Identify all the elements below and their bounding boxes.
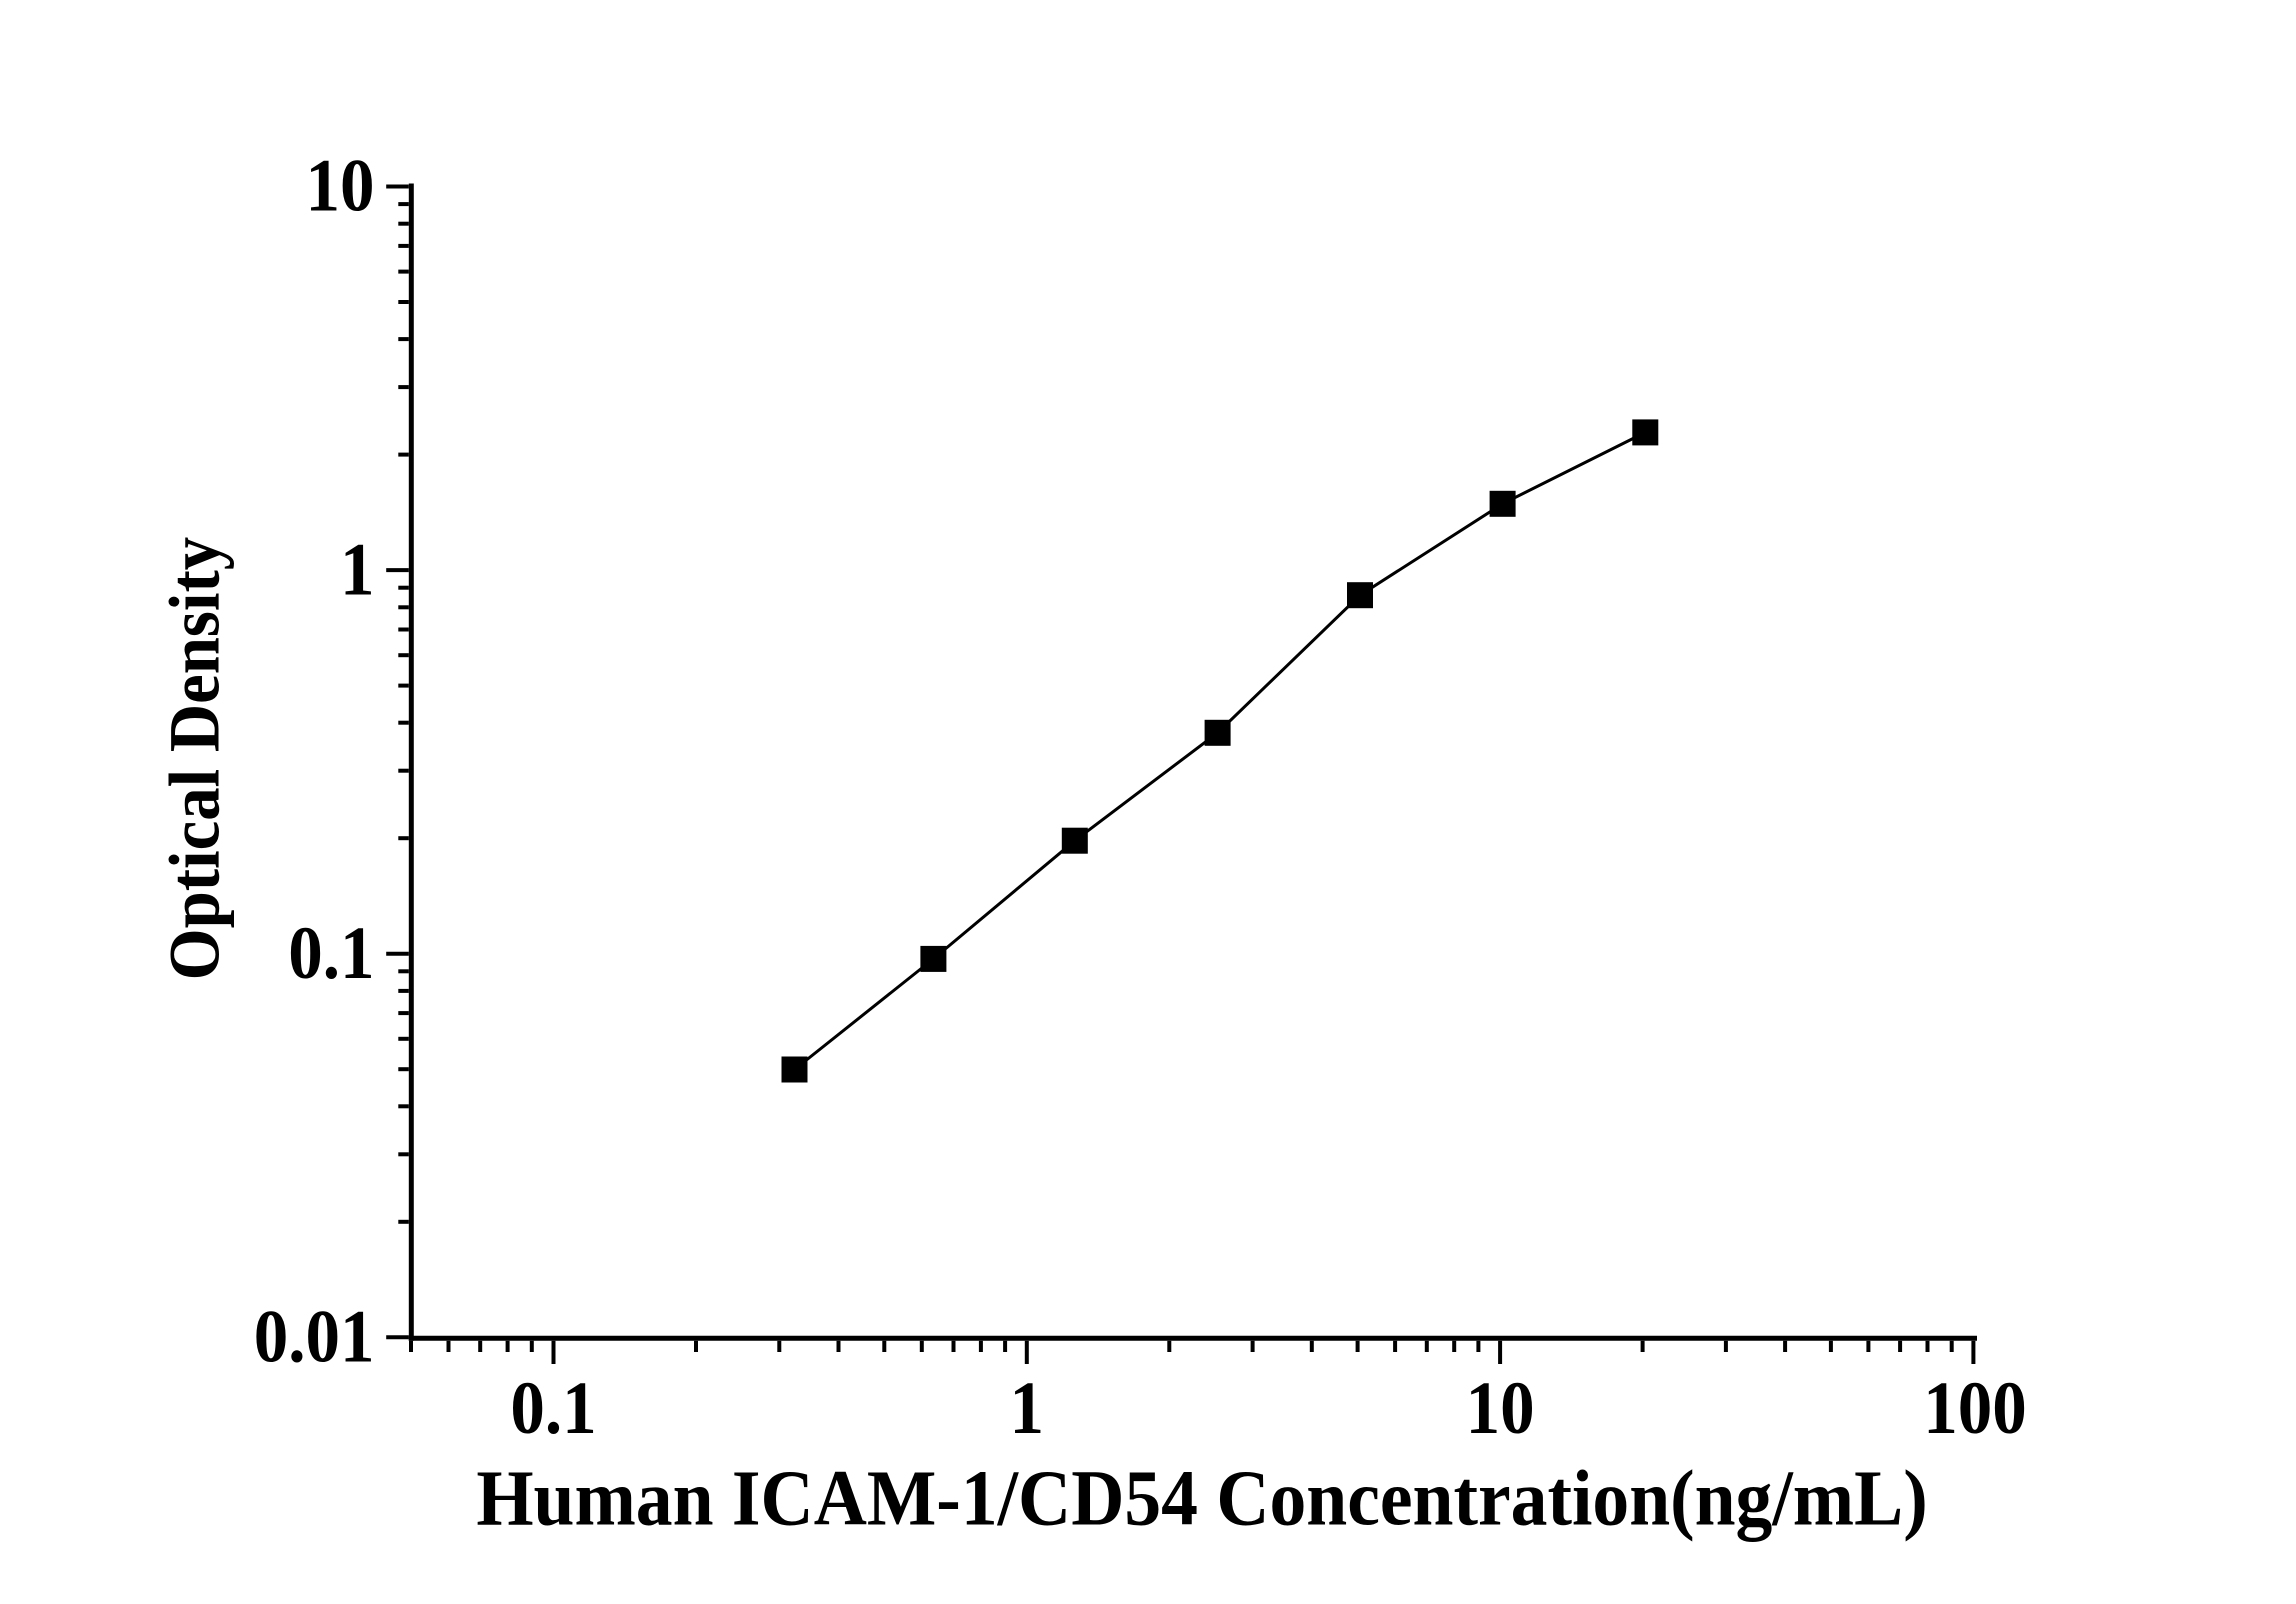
svg-text:0.1: 0.1 <box>288 911 374 994</box>
svg-text:0.1: 0.1 <box>510 1366 596 1449</box>
svg-text:Optical Density: Optical Density <box>155 537 235 981</box>
svg-text:10: 10 <box>1466 1366 1535 1449</box>
svg-text:0.01: 0.01 <box>254 1295 375 1378</box>
svg-text:1: 1 <box>340 528 375 611</box>
svg-text:1: 1 <box>1010 1366 1045 1449</box>
svg-text:10: 10 <box>306 144 375 227</box>
svg-text:100: 100 <box>1923 1366 2026 1449</box>
svg-text:Human ICAM-1/CD54 Concentratio: Human ICAM-1/CD54 Concentration(ng/mL) <box>476 1454 1927 1542</box>
